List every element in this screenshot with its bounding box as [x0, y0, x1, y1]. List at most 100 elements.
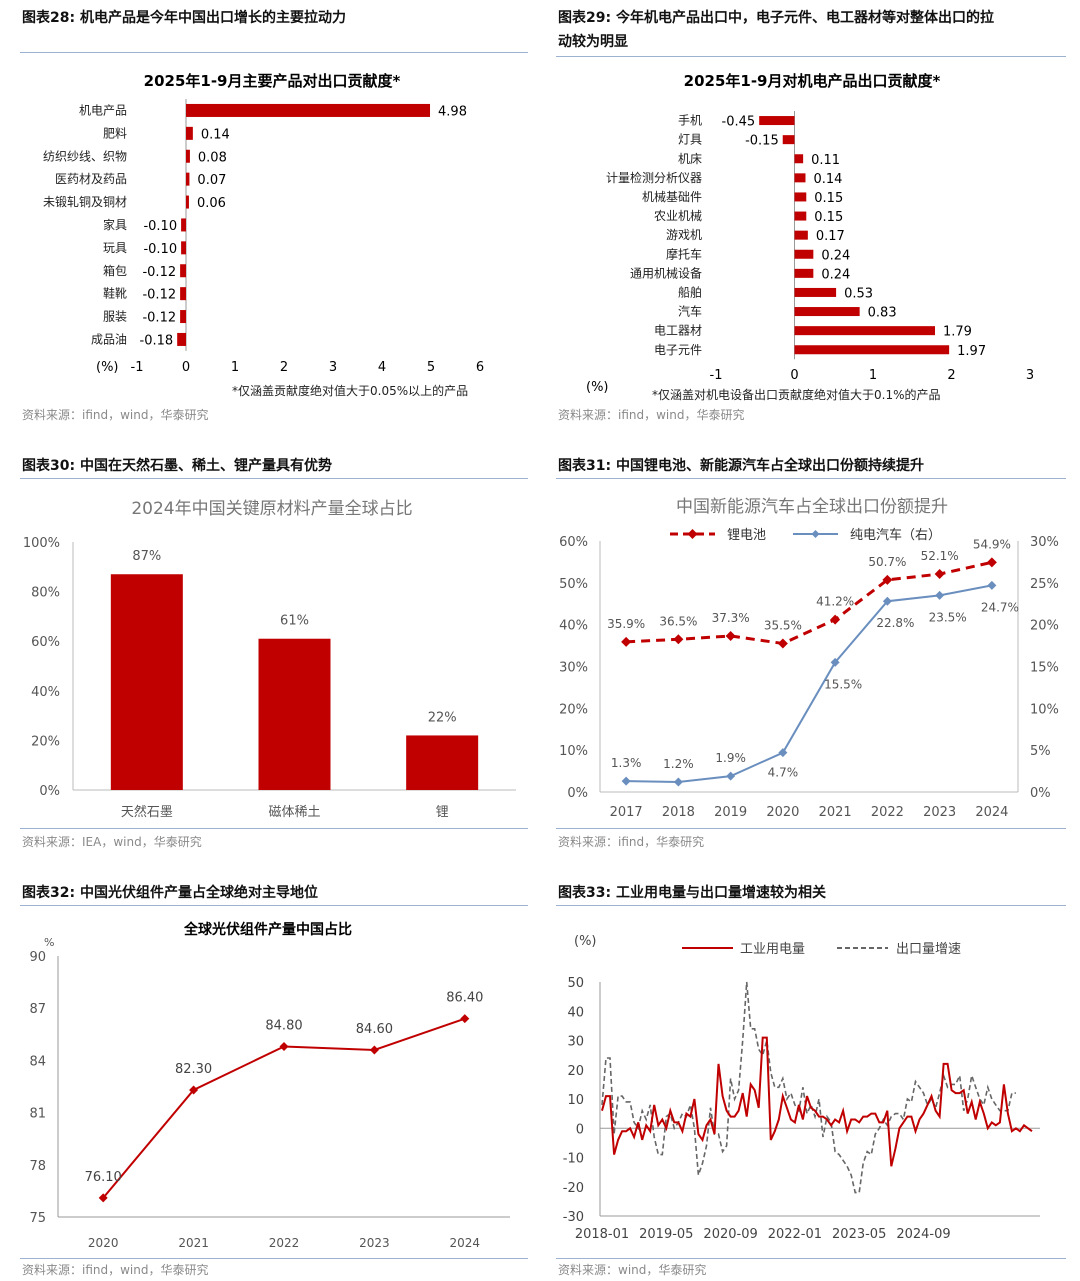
data-label: 76.10 — [85, 1170, 122, 1185]
data-label: 0.24 — [821, 267, 850, 282]
y-right-tick-label: 20% — [1030, 619, 1059, 634]
data-label: 0.15 — [814, 210, 843, 225]
y-tick-label: 50 — [567, 976, 584, 991]
data-label: 35.9% — [607, 617, 645, 631]
bar — [794, 211, 807, 221]
x-tick-label: 2020-09 — [703, 1227, 757, 1242]
category-label: 机械基础件 — [642, 189, 702, 204]
category-label: 游戏机 — [666, 228, 702, 242]
data-label: 35.5% — [764, 618, 802, 632]
y-right-tick-label: 10% — [1030, 702, 1059, 717]
data-point — [673, 777, 683, 787]
chart-note: *仅涵盖贡献度绝对值大于0.05%以上的产品 — [232, 383, 468, 398]
data-point — [986, 557, 997, 568]
y-tick-label: -20 — [563, 1181, 584, 1196]
data-label: 0.24 — [821, 248, 850, 263]
lithium-battery-line — [626, 560, 993, 646]
data-label: 22% — [428, 710, 457, 725]
fig29-caption-line1: 图表29: 今年机电产品出口中，电子元件、电工器材等对整体出口的拉 — [558, 10, 994, 26]
data-point — [830, 614, 841, 625]
category-label: 电子元件 — [654, 343, 702, 357]
data-label: 84.80 — [265, 1018, 302, 1033]
y-unit-label: % — [44, 936, 54, 949]
x-tick-label: 2022-01 — [768, 1227, 822, 1242]
fig31-chart: 中国新能源汽车占全球出口份额提升 0% 10% 20% 30% 40% 50% 60% 0% 5%… — [559, 497, 1059, 820]
data-label: 0.83 — [868, 306, 897, 321]
category-label: 计量检测分析仪器 — [606, 170, 702, 185]
y-tick-label: 87 — [29, 1002, 46, 1017]
data-label: 61% — [280, 614, 309, 629]
data-point — [987, 580, 997, 590]
y-tick-label: 84 — [29, 1054, 46, 1069]
bar — [181, 218, 186, 232]
legend-label: 工业用电量 — [740, 942, 805, 957]
fig31-bottom-rule — [556, 828, 1066, 829]
data-label: 87% — [132, 549, 161, 564]
y-tick-label: 0 — [576, 1122, 584, 1137]
y-tick-label: 20 — [567, 1064, 584, 1079]
fig33-chart: (%) -30 -20 -10 0 10 20 30 40 50 2018-01 2019-05 202… — [563, 934, 1040, 1242]
category-label: 电工器材 — [654, 324, 702, 338]
category-label: 医药材及药品 — [55, 172, 127, 186]
y-left-tick-label: 20% — [559, 702, 588, 717]
fig32-rule — [20, 905, 528, 906]
data-label: -0.10 — [143, 219, 177, 234]
fig28-panel: 图表28: 机电产品是今年中国出口增长的主要拉动力 2025年1-9月主要产品对… — [0, 0, 540, 430]
data-label: 50.7% — [868, 555, 906, 569]
x-tick-label: 2 — [947, 368, 955, 383]
fig31-rule — [556, 478, 1066, 479]
y-tick-label: 75 — [29, 1211, 46, 1226]
x-tick-label: 1 — [869, 368, 877, 383]
industrial-power-line — [601, 1036, 1033, 1167]
legend-label: 纯电汽车（右） — [850, 527, 941, 543]
x-unit-label: (%) — [96, 360, 119, 375]
category-label: 磁体稀土 — [268, 805, 320, 820]
legend-marker-ev — [811, 530, 820, 538]
data-point — [934, 569, 945, 580]
x-tick-label: 2023-05 — [832, 1227, 886, 1242]
chart-title: 全球光伏组件产量中国占比 — [183, 921, 352, 938]
x-tick-label: 2018-01 — [575, 1227, 629, 1242]
category-label: 服装 — [103, 310, 127, 324]
x-tick-label: -1 — [710, 368, 723, 383]
bar — [794, 287, 837, 297]
legend-label: 锂电池 — [727, 528, 766, 543]
fig29-chart: 2025年1-9月对机电产品出口贡献度* 手机 -0.45 灯具 -0.15 机床 0.11… — [586, 72, 1034, 402]
y-left-tick-label: 0% — [567, 786, 588, 801]
x-tick-label: 2 — [280, 360, 288, 375]
data-point — [673, 634, 684, 645]
bar — [186, 126, 193, 140]
y-tick-label: 80% — [31, 586, 60, 601]
fig28-rule — [20, 52, 528, 53]
bar — [180, 310, 186, 324]
bar — [794, 249, 814, 259]
data-label: -0.10 — [143, 242, 177, 257]
data-point — [778, 748, 788, 758]
bar — [794, 307, 860, 317]
y-left-tick-label: 30% — [559, 661, 588, 676]
data-label: 0.17 — [816, 229, 845, 244]
bar — [794, 173, 806, 183]
data-label: 22.8% — [876, 616, 914, 630]
fig33-bottom-rule — [556, 1258, 1066, 1259]
category-label: 机电产品 — [79, 103, 127, 117]
fig30-bottom-rule — [20, 828, 528, 829]
data-label: -0.12 — [142, 288, 176, 303]
y-tick-label: 10 — [567, 1093, 584, 1108]
data-point — [777, 638, 788, 649]
bar — [186, 149, 190, 163]
category-label: 鞋靴 — [103, 286, 127, 301]
category-label: 通用机械设备 — [630, 265, 702, 280]
bar — [177, 332, 186, 346]
fig33-source: 资料来源：wind，华泰研究 — [558, 1263, 707, 1277]
data-label: 24.7% — [981, 600, 1019, 614]
category-label: 成品油 — [91, 332, 127, 346]
x-tick-label: 3 — [329, 360, 337, 375]
bar — [110, 574, 183, 790]
y-right-tick-label: 25% — [1030, 577, 1059, 592]
bar — [180, 264, 186, 278]
bar — [258, 638, 331, 790]
y-tick-label: -10 — [563, 1152, 584, 1167]
fig32-chart: 全球光伏组件产量中国占比% 75 78 81 84 87 90 2020 2021 2022 202… — [29, 921, 510, 1250]
y-left-tick-label: 60% — [559, 535, 588, 550]
